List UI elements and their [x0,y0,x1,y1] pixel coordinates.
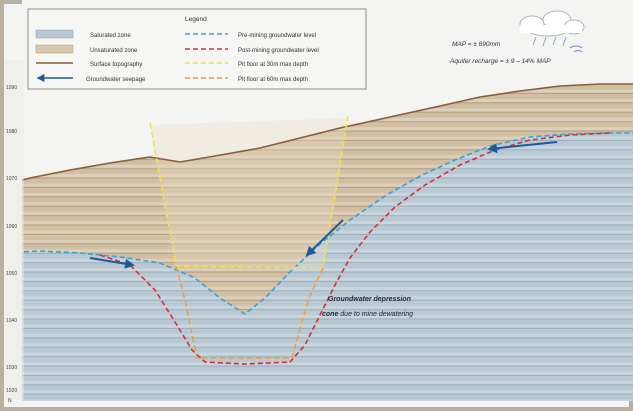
legend-seepage-label: Groundwater seepage [86,77,146,83]
y-axis-tick-label: 1020 [6,388,17,394]
depression-cone-annotation-line1: Groundwater depression [328,296,411,303]
y-axis-strip [4,60,24,400]
legend-pit-60m-label: Pit floor at 60m max depth [238,77,308,83]
pit-floor-60m-line [175,265,324,359]
y-axis-ticks: 1090 1080 1070 1060 1050 1040 1030 1020 [6,85,17,394]
legend-surface-label: Surface topography [90,62,142,68]
legend-saturated-swatch [35,29,74,39]
corner-label: N [8,398,12,404]
seepage-arrow-center [305,219,344,257]
y-axis-tick-label: 1030 [6,365,17,371]
seepage-arrow-right [487,141,558,154]
annotation-cone-word: cone [322,311,338,318]
pit-floor-30m-line [149,115,349,269]
legend-unsaturated-label: Unsaturated zone [90,48,138,54]
legend-title: Legend [185,16,207,23]
y-axis-tick-label: 1040 [6,318,17,324]
pre-mining-groundwater-level-line [22,132,633,315]
legend-pit-30m-label: Pit floor at 30m max depth [238,62,308,68]
legend-post-mining-label: Post-mining groundwater level [238,48,319,54]
seepage-arrow-left [89,257,135,269]
rain-cloud-icon [519,10,585,53]
y-axis-tick-label: 1070 [6,176,17,182]
surface-topography-line [22,83,633,181]
y-axis-tick-label: 1050 [6,271,17,277]
y-axis-tick-label: 1060 [6,224,17,230]
depression-cone-annotation-line2: cone due to mine dewatering [322,311,413,318]
recharge-note: Aquifer recharge = ± 9 – 14% MAP [449,58,551,65]
legend-saturated-label: Saturated zone [90,33,131,39]
y-axis-tick-label: 1090 [6,85,17,91]
annotation-cause-text: due to mine dewatering [338,311,413,318]
legend-pre-mining-label: Pre-mining groundwater level [238,33,316,39]
pit-30m-void [150,118,348,268]
legend: Legend Saturated zone Unsaturated zone S… [27,8,367,90]
saturated-zone [22,133,633,401]
legend-unsaturated-swatch [35,44,74,54]
y-axis-tick-label: 1080 [6,129,17,135]
map-note: MAP = ± 690mm [452,41,501,48]
